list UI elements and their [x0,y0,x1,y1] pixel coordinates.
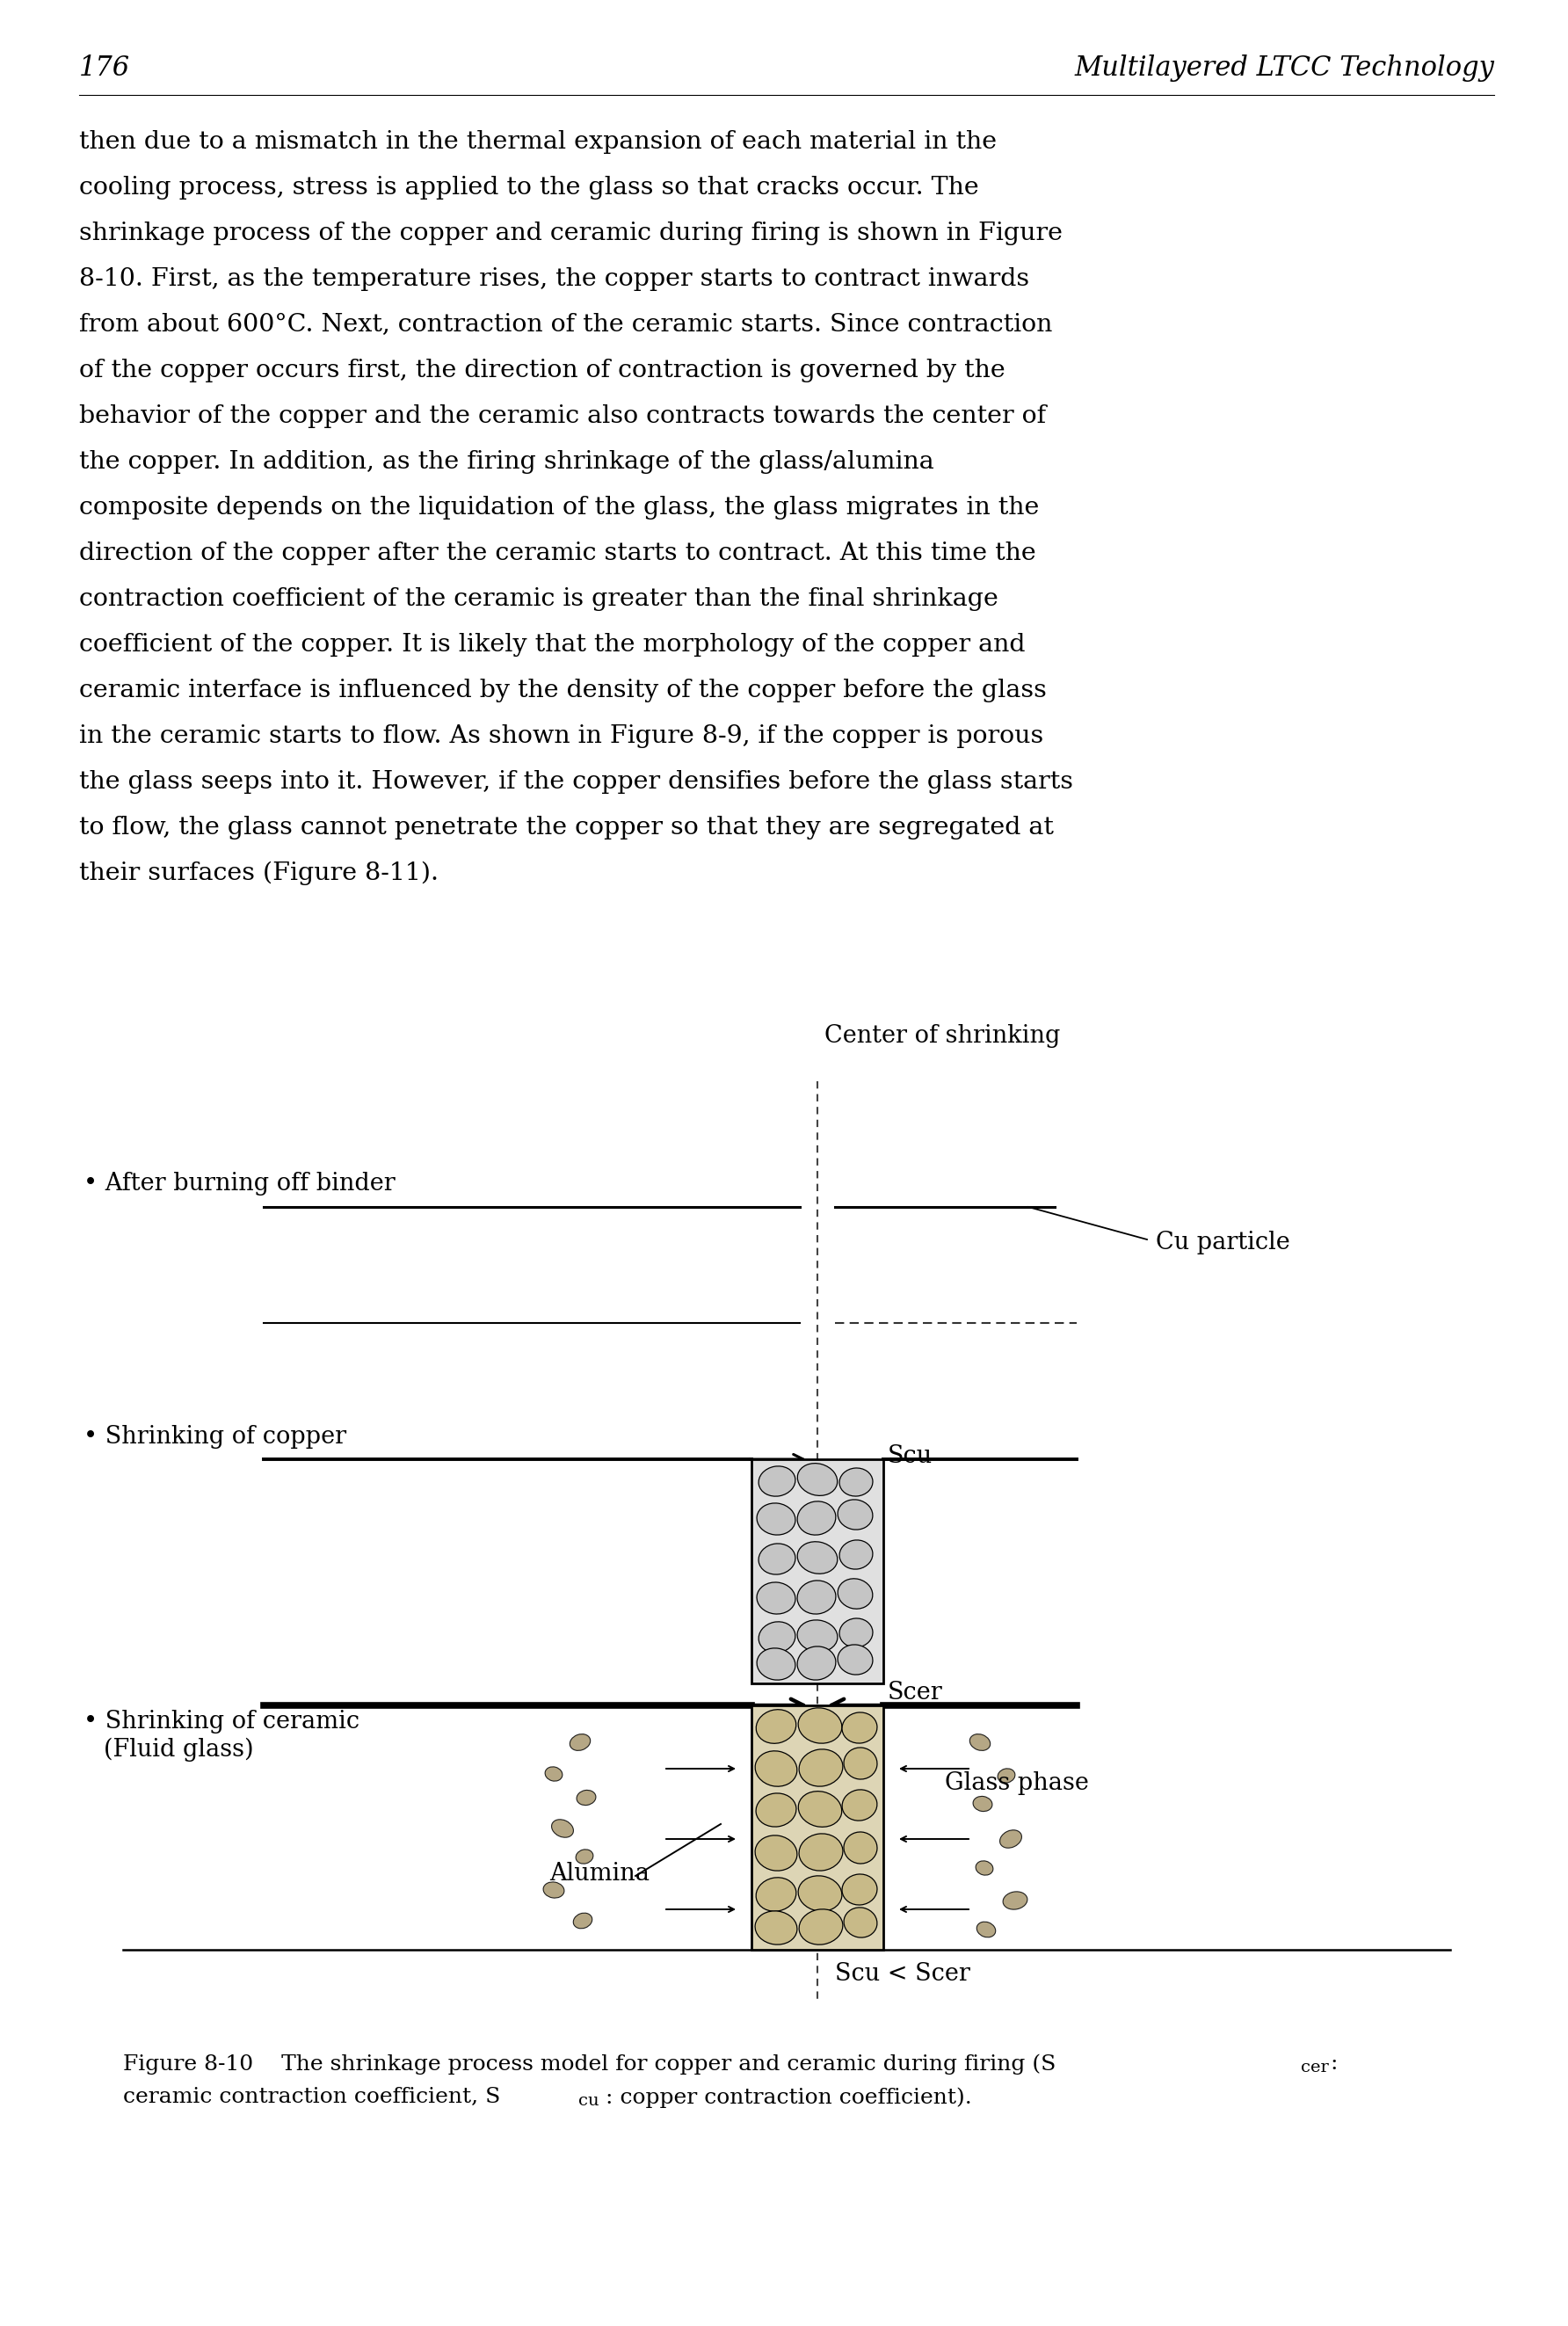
Ellipse shape [757,1649,795,1679]
Ellipse shape [837,1579,873,1610]
Ellipse shape [839,1540,873,1570]
Ellipse shape [759,1465,795,1496]
Ellipse shape [756,1877,797,1912]
Ellipse shape [974,1796,993,1812]
Bar [751,1458,883,1684]
Ellipse shape [797,1500,836,1535]
Text: : copper contraction coefficient).: : copper contraction coefficient). [605,2086,972,2107]
Ellipse shape [842,1712,877,1742]
Text: the glass seeps into it. However, if the copper densifies before the glass start: the glass seeps into it. However, if the… [78,770,1073,793]
Ellipse shape [756,1751,797,1786]
Text: 176: 176 [78,53,130,81]
Text: Figure 8-10    The shrinkage process model for copper and ceramic during firing : Figure 8-10 The shrinkage process model … [122,2054,1055,2075]
Ellipse shape [756,1793,797,1826]
Text: to flow, the glass cannot penetrate the copper so that they are segregated at: to flow, the glass cannot penetrate the … [78,816,1054,840]
Ellipse shape [757,1582,795,1614]
Text: shrinkage process of the copper and ceramic during firing is shown in Figure: shrinkage process of the copper and cera… [78,221,1063,244]
Ellipse shape [800,1833,844,1870]
Text: • Shrinking of copper: • Shrinking of copper [83,1426,347,1449]
Ellipse shape [977,1921,996,1938]
Ellipse shape [975,1861,993,1875]
Ellipse shape [756,1912,797,1945]
Ellipse shape [844,1833,877,1863]
Ellipse shape [969,1735,991,1751]
Ellipse shape [798,1875,842,1912]
Text: then due to a mismatch in the thermal expansion of each material in the: then due to a mismatch in the thermal ex… [78,130,997,154]
Ellipse shape [842,1875,877,1905]
Ellipse shape [798,1542,837,1575]
Ellipse shape [546,1768,563,1782]
Ellipse shape [569,1735,591,1751]
Text: in the ceramic starts to flow. As shown in Figure 8-9, if the copper is porous: in the ceramic starts to flow. As shown … [78,723,1043,749]
Ellipse shape [1004,1891,1027,1910]
Ellipse shape [798,1463,837,1496]
Ellipse shape [798,1707,842,1742]
Text: cooling process, stress is applied to the glass so that cracks occur. The: cooling process, stress is applied to th… [78,177,978,200]
Ellipse shape [756,1710,797,1744]
Text: Center of shrinking: Center of shrinking [825,1023,1060,1047]
Ellipse shape [837,1500,873,1531]
Text: • After burning off binder: • After burning off binder [83,1172,395,1196]
Text: coefficient of the copper. It is likely that the morphology of the copper and: coefficient of the copper. It is likely … [78,633,1025,656]
Text: :: : [1330,2054,1338,2075]
Ellipse shape [759,1544,795,1575]
Text: Cu particle: Cu particle [1156,1230,1290,1254]
Text: 8-10. First, as the temperature rises, the copper starts to contract inwards: 8-10. First, as the temperature rises, t… [78,267,1029,291]
Ellipse shape [837,1644,873,1675]
Text: behavior of the copper and the ceramic also contracts towards the center of: behavior of the copper and the ceramic a… [78,405,1046,428]
Ellipse shape [844,1747,877,1779]
Ellipse shape [543,1882,564,1898]
Ellipse shape [756,1835,797,1870]
Ellipse shape [800,1749,842,1786]
Text: composite depends on the liquidation of the glass, the glass migrates in the: composite depends on the liquidation of … [78,495,1040,519]
Text: of the copper occurs first, the direction of contraction is governed by the: of the copper occurs first, the directio… [78,358,1005,381]
Text: Alumina: Alumina [549,1861,649,1886]
Ellipse shape [800,1910,842,1945]
Ellipse shape [997,1768,1014,1782]
Ellipse shape [797,1579,836,1614]
Ellipse shape [574,1912,593,1928]
Ellipse shape [797,1619,837,1651]
Text: direction of the copper after the ceramic starts to contract. At this time the: direction of the copper after the cerami… [78,542,1036,565]
Text: • Shrinking of ceramic: • Shrinking of ceramic [83,1710,359,1733]
Ellipse shape [552,1819,574,1838]
Ellipse shape [577,1791,596,1805]
Ellipse shape [798,1791,842,1826]
Ellipse shape [839,1619,873,1647]
Text: contraction coefficient of the ceramic is greater than the final shrinkage: contraction coefficient of the ceramic i… [78,586,999,612]
Ellipse shape [757,1503,795,1535]
Text: (Fluid glass): (Fluid glass) [103,1738,254,1763]
Text: Glass phase: Glass phase [946,1772,1088,1796]
Ellipse shape [842,1789,877,1821]
Ellipse shape [797,1647,836,1679]
Ellipse shape [839,1468,873,1496]
Text: cu: cu [579,2093,599,2110]
Text: Scu < Scer: Scu < Scer [836,1963,971,1986]
Text: ceramic contraction coefficient, S: ceramic contraction coefficient, S [122,2086,500,2107]
Text: Multilayered LTCC Technology: Multilayered LTCC Technology [1074,53,1494,81]
Bar [751,1705,883,1949]
Ellipse shape [575,1849,593,1863]
Text: from about 600°C. Next, contraction of the ceramic starts. Since contraction: from about 600°C. Next, contraction of t… [78,314,1052,337]
Text: the copper. In addition, as the firing shrinkage of the glass/alumina: the copper. In addition, as the firing s… [78,449,935,475]
Ellipse shape [1000,1831,1022,1847]
Ellipse shape [844,1907,877,1938]
Ellipse shape [759,1621,795,1654]
Text: their surfaces (Figure 8-11).: their surfaces (Figure 8-11). [78,861,439,886]
Text: cer: cer [1301,2059,1328,2075]
Text: Scu: Scu [887,1444,933,1468]
Text: ceramic interface is influenced by the density of the copper before the glass: ceramic interface is influenced by the d… [78,679,1047,702]
Text: Scer: Scer [887,1682,942,1705]
